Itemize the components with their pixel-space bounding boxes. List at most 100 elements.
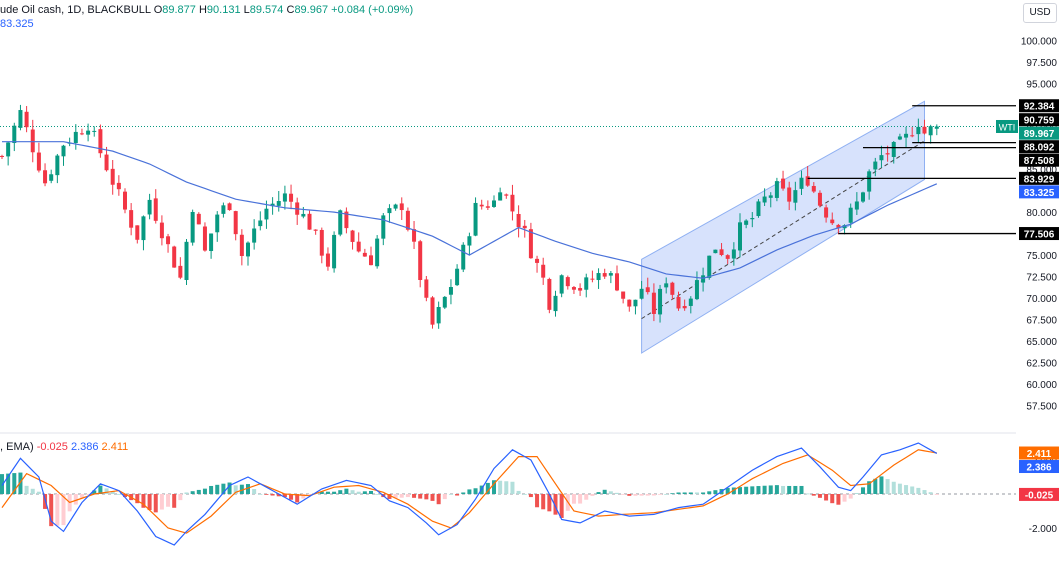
macd-histogram-bar xyxy=(897,483,902,494)
candle xyxy=(258,211,263,231)
candle-body xyxy=(473,202,478,236)
macd-histogram-bar xyxy=(246,484,250,494)
candle xyxy=(922,119,927,135)
candle xyxy=(713,249,718,254)
candle-body xyxy=(135,225,140,240)
macd-legend: , EMA) -0.025 2.386 2.411 xyxy=(0,441,128,453)
candle xyxy=(190,209,195,246)
candle xyxy=(781,170,786,191)
price-tick-label: 62.500 xyxy=(1026,358,1057,369)
candle xyxy=(904,126,909,148)
candle xyxy=(264,200,269,229)
macd-histogram-bar xyxy=(264,494,269,495)
candle-body xyxy=(319,229,324,256)
candle xyxy=(928,124,933,144)
macd-histogram-bar xyxy=(817,494,822,498)
candle-body xyxy=(504,194,509,196)
macd-histogram-bar xyxy=(467,489,472,494)
macd-histogram-bar xyxy=(227,482,232,494)
candle-body xyxy=(43,170,48,184)
candle-body xyxy=(196,213,201,225)
price-label: 88.092 xyxy=(1019,140,1059,154)
macd-histogram-bar xyxy=(0,474,4,494)
price-label: 90.759 xyxy=(1019,113,1059,127)
macd-histogram-bar xyxy=(362,491,367,494)
candle xyxy=(215,211,220,242)
price-label-text: 83.929 xyxy=(1024,174,1055,185)
candle-body xyxy=(338,210,343,235)
candle-body xyxy=(0,155,4,157)
candle xyxy=(731,242,736,266)
macd-histogram-bar xyxy=(43,494,48,509)
candle xyxy=(79,128,84,136)
price-axis[interactable]: 100.00097.50095.00092.50090.00087.50085.… xyxy=(996,0,1063,563)
candle xyxy=(522,219,527,238)
candle-body xyxy=(246,242,250,257)
candle xyxy=(578,283,583,296)
macd-histogram-bar xyxy=(658,494,663,495)
candle-body xyxy=(805,176,810,186)
macd-line xyxy=(1,442,938,546)
macd-histogram-bar xyxy=(412,494,417,498)
macd-histogram-bar xyxy=(448,494,453,495)
candle xyxy=(725,254,730,264)
candle xyxy=(436,301,441,329)
macd-histogram-bar xyxy=(405,494,410,498)
candle xyxy=(276,190,281,212)
macd-histogram-bar xyxy=(836,494,841,505)
macd-histogram-bar xyxy=(553,494,558,515)
candle-body xyxy=(934,126,939,129)
price-label: 87.508 xyxy=(1019,153,1059,167)
symbol-name: ude Oil cash, 1D, BLACKBULL xyxy=(0,4,151,16)
price-tick-label: 65.000 xyxy=(1026,337,1057,348)
candle xyxy=(86,123,91,142)
macd-signal-value: 2.411 xyxy=(101,441,129,453)
candle xyxy=(934,124,939,136)
candle xyxy=(221,202,226,218)
candle-body xyxy=(658,288,663,315)
candle xyxy=(387,204,392,223)
macd-histogram-bar xyxy=(805,493,810,495)
candle-body xyxy=(756,201,761,217)
price-label: 92.384 xyxy=(1019,99,1059,113)
candle-body xyxy=(153,198,158,221)
macd-histogram-bar xyxy=(79,494,84,498)
macd-histogram-bar xyxy=(141,494,146,508)
candle xyxy=(92,126,97,137)
price-label-text: 83.325 xyxy=(1024,188,1055,199)
candle-body xyxy=(356,241,361,252)
candle-body xyxy=(24,111,29,128)
price-tick-label: 85.000 xyxy=(1026,165,1057,176)
macd-histogram-bar xyxy=(590,494,595,496)
candle-body xyxy=(590,278,595,280)
candle-body xyxy=(442,296,447,308)
candle-body xyxy=(430,297,435,325)
regression-channel[interactable] xyxy=(641,100,925,354)
macd-histogram-bar xyxy=(153,494,158,513)
candle xyxy=(196,212,201,225)
candle xyxy=(547,277,552,314)
candle-body xyxy=(73,131,78,144)
candle xyxy=(565,275,570,290)
macd-histogram-bar xyxy=(233,485,238,494)
horizontal-levels[interactable] xyxy=(807,105,1016,235)
candle-body xyxy=(571,287,576,290)
candle xyxy=(774,177,779,202)
candle-body xyxy=(584,277,589,290)
price-label-box xyxy=(1019,126,1059,140)
macd-histogram-bar xyxy=(922,490,927,494)
macd-label-box xyxy=(1019,460,1059,474)
candle-body xyxy=(738,222,742,251)
macd-histogram-bar xyxy=(221,483,226,494)
macd-histogram-bar xyxy=(295,494,300,503)
price-label-box xyxy=(1019,113,1059,127)
price-tick-label: 100.000 xyxy=(1021,36,1058,47)
currency-button[interactable]: USD xyxy=(1023,3,1057,23)
price-label-box xyxy=(1019,227,1059,241)
macd-histogram-bar xyxy=(781,485,786,494)
candle xyxy=(147,193,152,220)
candle-body xyxy=(817,192,822,206)
macd-histogram-bar xyxy=(270,494,275,496)
candle-body xyxy=(110,168,115,185)
